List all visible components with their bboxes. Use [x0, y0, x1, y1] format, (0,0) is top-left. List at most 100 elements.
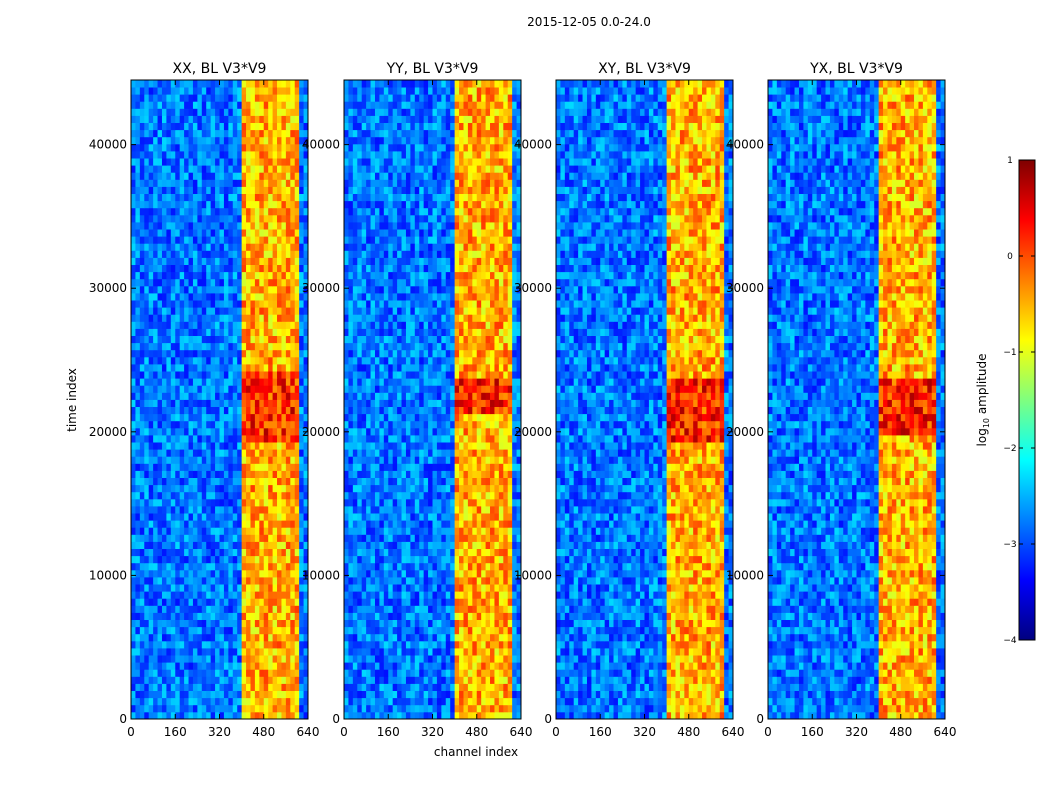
- heatmap-cell: [263, 207, 269, 216]
- heatmap-cell: [303, 633, 309, 642]
- heatmap-cell: [383, 520, 389, 528]
- heatmap-cell: [184, 371, 189, 379]
- heatmap-cell: [232, 385, 238, 393]
- heatmap-cell: [201, 569, 207, 578]
- heatmap-cell: [161, 406, 167, 415]
- heatmap-cell: [303, 136, 309, 145]
- heatmap-cell: [263, 349, 269, 358]
- heatmap-cell: [250, 136, 256, 145]
- heatmap-cell: [454, 598, 460, 606]
- heatmap-cell: [432, 569, 438, 578]
- heatmap-cell: [250, 506, 256, 514]
- heatmap-cell: [268, 335, 274, 344]
- heatmap-cell: [254, 143, 260, 152]
- heatmap-cell: [290, 229, 296, 237]
- heatmap-cell: [201, 207, 207, 216]
- heatmap-cell: [215, 513, 220, 521]
- heatmap-cell: [485, 491, 491, 500]
- heatmap-cell: [299, 236, 304, 244]
- heatmap-cell: [170, 200, 176, 209]
- heatmap-cell: [144, 463, 150, 471]
- heatmap-cell: [161, 584, 167, 592]
- heatmap-cell: [294, 250, 300, 258]
- heatmap-cell: [361, 577, 367, 585]
- heatmap-cell: [419, 506, 425, 514]
- heatmap-cell: [201, 122, 207, 131]
- heatmap-cell: [277, 222, 282, 230]
- heatmap-cell: [259, 264, 265, 273]
- heatmap-cell: [179, 236, 185, 244]
- heatmap-cell: [348, 633, 354, 642]
- heatmap-cell: [135, 435, 141, 443]
- heatmap-cell: [290, 101, 296, 109]
- heatmap-cell: [419, 683, 425, 691]
- heatmap-cell: [467, 534, 473, 542]
- heatmap-cell: [179, 683, 185, 691]
- heatmap-cell: [294, 151, 300, 159]
- heatmap-cell: [197, 591, 203, 599]
- heatmap-cell: [153, 683, 158, 691]
- heatmap-cell: [161, 697, 167, 706]
- heatmap-cell: [294, 236, 300, 244]
- heatmap-cell: [432, 534, 438, 542]
- heatmap-cell: [206, 555, 212, 564]
- heatmap-cell: [201, 640, 207, 649]
- heatmap-cell: [175, 321, 181, 329]
- heatmap-cell: [161, 364, 167, 372]
- heatmap-cell: [184, 541, 189, 549]
- heatmap-cell: [139, 456, 145, 464]
- heatmap-cell: [454, 498, 460, 507]
- heatmap-cell: [263, 711, 269, 720]
- heatmap-cell: [166, 271, 172, 280]
- heatmap-cell: [246, 463, 251, 471]
- x-tick-label: 320: [208, 725, 231, 739]
- heatmap-cell: [201, 513, 207, 521]
- heatmap-cell: [299, 484, 304, 493]
- heatmap-cell: [148, 662, 154, 670]
- heatmap-cell: [206, 179, 212, 187]
- heatmap-cell: [445, 633, 451, 642]
- heatmap-cell: [259, 498, 265, 507]
- heatmap-cell: [277, 179, 282, 187]
- heatmap-cell: [184, 136, 189, 145]
- heatmap-cell: [503, 498, 509, 507]
- heatmap-cell: [210, 484, 216, 493]
- heatmap-cell: [485, 541, 491, 549]
- heatmap-cell: [476, 591, 482, 599]
- heatmap-cell: [441, 676, 447, 684]
- heatmap-cell: [192, 335, 198, 344]
- heatmap-cell: [290, 619, 296, 628]
- heatmap-cell: [259, 80, 265, 88]
- heatmap-cell: [485, 498, 491, 507]
- heatmap-cell: [237, 349, 243, 358]
- heatmap-cell: [410, 584, 416, 592]
- heatmap-cell: [476, 584, 482, 592]
- heatmap-cell: [423, 506, 429, 514]
- heatmap-cell: [232, 491, 238, 500]
- heatmap-cell: [232, 101, 238, 109]
- heatmap-cell: [277, 591, 282, 599]
- heatmap-cell: [179, 626, 185, 635]
- heatmap-cell: [272, 229, 278, 237]
- heatmap-cell: [259, 527, 265, 535]
- heatmap-cell: [405, 534, 411, 542]
- heatmap-cell: [166, 200, 172, 209]
- heatmap-cell: [294, 356, 300, 365]
- heatmap-cell: [388, 711, 394, 720]
- heatmap-cell: [290, 648, 296, 656]
- heatmap-cell: [494, 640, 500, 649]
- heatmap-cell: [379, 669, 385, 677]
- heatmap-cell: [281, 612, 287, 620]
- heatmap-cell: [153, 506, 158, 514]
- heatmap-cell: [170, 385, 176, 393]
- heatmap-cell: [432, 498, 438, 507]
- heatmap-cell: [436, 669, 442, 677]
- heatmap-cell: [397, 498, 402, 507]
- heatmap-cell: [237, 477, 243, 486]
- heatmap-cell: [215, 633, 220, 642]
- heatmap-cell: [206, 108, 212, 116]
- heatmap-cell: [175, 591, 181, 599]
- heatmap-cell: [401, 640, 407, 649]
- heatmap-cell: [139, 633, 145, 642]
- heatmap-cell: [352, 640, 358, 649]
